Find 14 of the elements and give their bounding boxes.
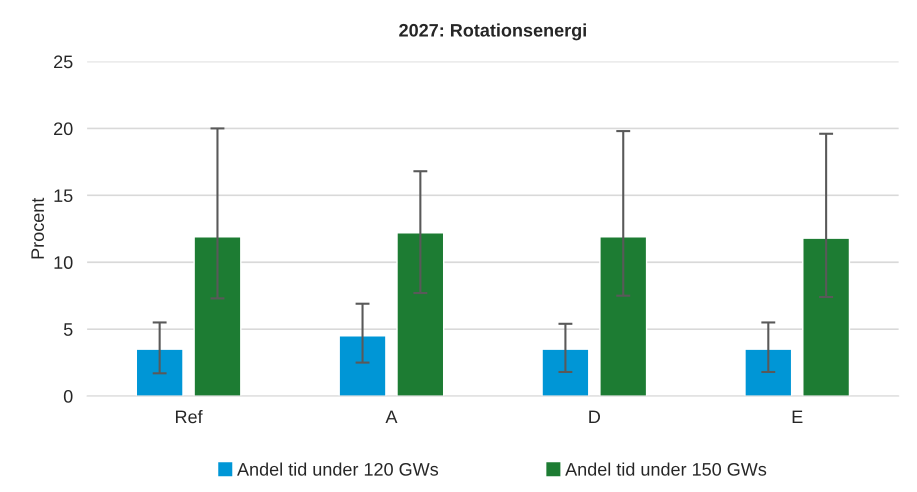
chart-title: 2027: Rotationsenergi <box>399 23 586 40</box>
x-tick-label: Ref <box>176 410 203 424</box>
legend-label: Andel tid under 120 GWs <box>237 462 438 476</box>
y-tick-label: 0 <box>64 390 73 403</box>
x-tick-label: A <box>385 410 398 424</box>
legend-label: Andel tid under 150 GWs <box>565 462 766 476</box>
y-tick-label: 15 <box>54 189 72 202</box>
y-tick-label: 20 <box>54 122 73 136</box>
x-tick-label: E <box>792 410 802 424</box>
y-tick-label: 10 <box>54 256 73 269</box>
y-tick-label: 5 <box>64 323 72 336</box>
x-tick-label: D <box>589 410 600 424</box>
y-axis-title: Procent <box>31 198 44 258</box>
y-tick-label: 25 <box>54 55 72 68</box>
